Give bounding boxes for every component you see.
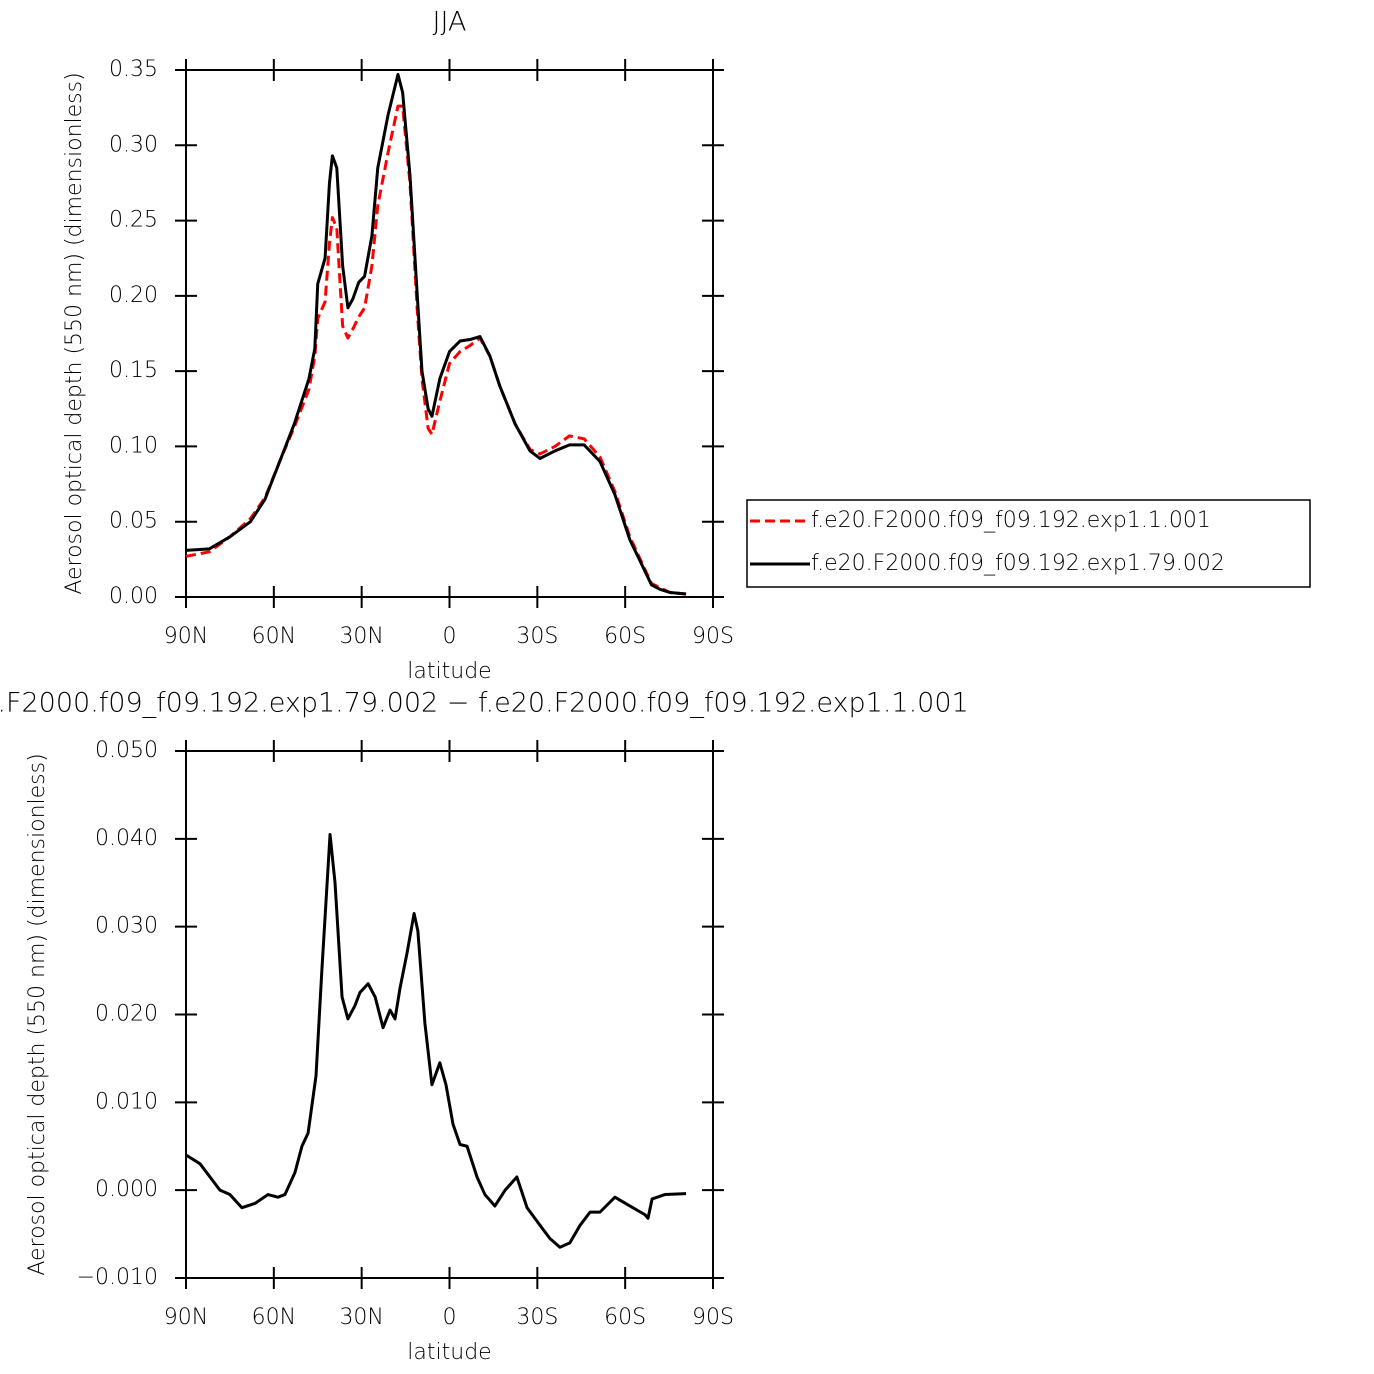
legend-box: [746, 499, 1311, 588]
x-tick-label: 30N: [339, 1305, 383, 1330]
x-tick-label: 60N: [252, 624, 296, 649]
x-axis-label: latitude: [407, 1340, 491, 1365]
y-tick-label: 0.05: [109, 509, 158, 534]
y-tick-label: 0.10: [109, 433, 158, 458]
x-tick-label: 60N: [252, 1305, 296, 1330]
x-tick-label: 60S: [604, 1305, 646, 1330]
legend-label: f.e20.F2000.f09_f09.192.exp1.1.001: [811, 508, 1211, 533]
y-tick-label: 0.000: [95, 1177, 158, 1202]
y-tick-label: 0.20: [109, 283, 158, 308]
y-tick-label: 0.30: [109, 132, 158, 157]
x-tick-label: 30N: [339, 624, 383, 649]
series-line: [185, 832, 687, 1249]
y-tick-label: 0.030: [95, 914, 158, 939]
x-tick-label: 0: [443, 1305, 457, 1330]
series-line: [185, 73, 687, 596]
x-tick-label: 60S: [604, 624, 646, 649]
x-tick-label: 90N: [164, 1305, 208, 1330]
y-axis-label: Aerosol optical depth (550 nm) (dimensio…: [62, 72, 87, 594]
y-tick-label: 0.15: [109, 358, 158, 383]
x-tick-label: 90S: [692, 624, 734, 649]
x-tick-label: 90N: [164, 624, 208, 649]
y-tick-label: 0.020: [95, 1002, 158, 1027]
x-axis-label: latitude: [407, 659, 491, 684]
chart-title: JJA: [433, 7, 467, 38]
y-tick-label: 0.00: [109, 584, 158, 609]
y-axis-label: Aerosol optical depth (550 nm) (dimensio…: [25, 753, 50, 1275]
y-tick-label: 0.010: [95, 1089, 158, 1114]
chart-title: f.e20.F2000.f09_f09.192.exp1.79.002 − f.…: [0, 688, 969, 719]
x-tick-label: 30S: [516, 624, 558, 649]
y-tick-label: 0.25: [109, 208, 158, 233]
x-tick-label: 90S: [692, 1305, 734, 1330]
y-tick-label: −0.010: [77, 1265, 158, 1290]
plot-frame: [185, 750, 714, 1279]
x-tick-label: 0: [443, 624, 457, 649]
legend-label: f.e20.F2000.f09_f09.192.exp1.79.002: [811, 551, 1225, 576]
y-tick-label: 0.040: [95, 826, 158, 851]
y-tick-label: 0.35: [109, 57, 158, 82]
x-tick-label: 30S: [516, 1305, 558, 1330]
y-tick-label: 0.050: [95, 738, 158, 763]
plot-frame: [185, 69, 714, 598]
series-line: [185, 104, 687, 596]
